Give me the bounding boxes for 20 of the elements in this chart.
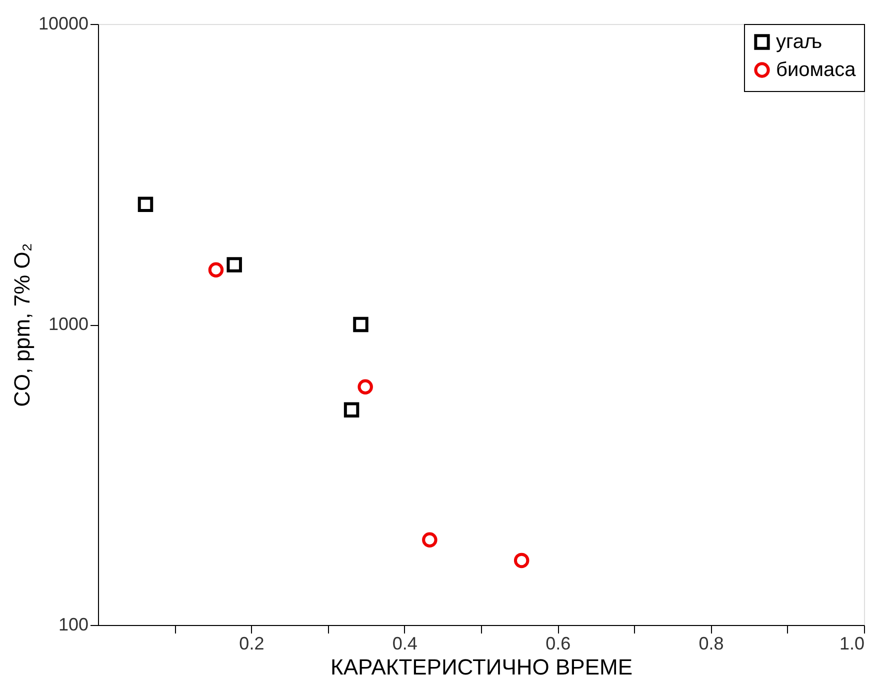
x-tick-label: 1.0 xyxy=(839,634,864,654)
x-tick-label: 0.2 xyxy=(239,634,264,654)
x-tick-label: 0.6 xyxy=(546,634,571,654)
point xyxy=(358,379,373,394)
x-tick-label: 0.4 xyxy=(392,634,418,654)
y-tick-label: 10000 xyxy=(38,14,88,34)
point xyxy=(353,316,368,332)
y-axis-title: CO, ppm, 7% O₂ xyxy=(9,243,34,407)
point xyxy=(208,262,224,278)
point xyxy=(422,532,438,548)
point xyxy=(514,552,530,568)
point xyxy=(226,257,242,272)
point xyxy=(344,402,360,418)
point xyxy=(138,196,154,212)
y-tick-label: 1000 xyxy=(48,314,88,334)
legend-label: угаљ xyxy=(776,31,822,53)
x-tick-label: 0.8 xyxy=(698,634,724,654)
y-tick-label: 100 xyxy=(58,614,88,634)
x-axis-title: КАРАКТЕРИСТИЧНО ВРЕМЕ xyxy=(330,654,632,680)
legend-label: биомаса xyxy=(776,59,857,81)
